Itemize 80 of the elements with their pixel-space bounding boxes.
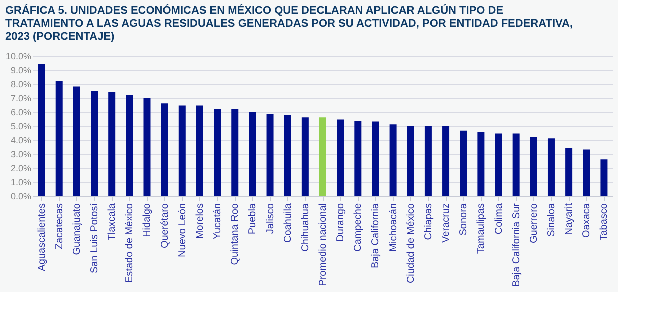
- bar: [108, 92, 116, 196]
- x-tick-label: Tlaxcala: [107, 203, 118, 241]
- bar: [320, 118, 326, 196]
- bar: [442, 126, 450, 196]
- y-tick-label: 3.0%: [10, 150, 32, 160]
- bar: [354, 121, 362, 196]
- bar: [407, 126, 414, 196]
- x-tick-label: Chihuahua: [300, 203, 312, 252]
- bar: [56, 81, 63, 196]
- bar: [214, 109, 222, 196]
- text: TRATAMIENTO A LAS AGUAS RESIDUALES GENERADAS POR SU ACTIVIDAD, POR ENTIDAD FEDERATIVA,: [5, 18, 574, 30]
- x-tick-label: Guerrero: [528, 203, 540, 244]
- y-tick-label: 10.0%: [6, 52, 32, 62]
- bar: [196, 106, 204, 196]
- y-tick-label: 1.0%: [10, 178, 32, 188]
- x-tick-label: Nayarit: [564, 203, 576, 236]
- bar: [512, 134, 520, 196]
- bar: [91, 91, 98, 196]
- x-tick-label: Querétaro: [160, 203, 171, 249]
- y-tick-label: 6.0%: [10, 108, 32, 118]
- bar: [126, 95, 134, 196]
- bar: [337, 120, 344, 196]
- bar: [583, 150, 590, 196]
- bar: [460, 130, 468, 196]
- x-tick-label: Morelos: [194, 204, 206, 240]
- text: GRÁFICA 5. UNIDADES ECONÓMICAS EN MÉXICO QUE DECLARAN APLICAR ALGÚN TIPO DE: [5, 5, 504, 17]
- x-tick-label: Chiapas: [423, 204, 434, 240]
- bar: [161, 104, 168, 196]
- bar: [178, 106, 186, 196]
- x-tick-label: Baja California Sur: [511, 202, 522, 287]
- x-tick-label: Aguascalientes: [36, 204, 48, 272]
- x-tick-label: Michoacán: [388, 204, 400, 252]
- bar: [38, 64, 46, 196]
- x-tick-label: Durango: [336, 203, 347, 242]
- x-tick-label: Jalisco: [265, 203, 276, 234]
- x-tick-label: Oaxaca: [582, 203, 593, 238]
- y-tick-label: 2.0%: [10, 164, 32, 174]
- bar: [372, 122, 380, 196]
- bar: [390, 124, 397, 196]
- x-tick-label: Colima: [494, 203, 505, 235]
- bar: [548, 138, 555, 196]
- x-tick-label: Veracruz: [441, 204, 452, 243]
- x-tick-label: Baja California: [370, 203, 382, 269]
- y-tick-label: 5.0%: [10, 122, 32, 132]
- x-tick-label: Nuevo León: [177, 204, 188, 258]
- y-tick-label: 8.0%: [10, 80, 32, 90]
- bar: [73, 86, 80, 196]
- y-tick-label: 7.0%: [10, 94, 32, 104]
- x-tick-label: Tamaulipas: [476, 204, 488, 254]
- x-tick-label: Coahuila: [282, 203, 294, 243]
- bar: [495, 134, 502, 196]
- x-tick-label: Ciudad de México: [406, 203, 417, 284]
- bar: [284, 116, 292, 196]
- bar: [302, 118, 309, 196]
- x-tick-label: Tabasco: [599, 203, 610, 241]
- bar: [232, 109, 239, 196]
- x-tick-label: Quintana Roo: [230, 203, 242, 266]
- x-tick-label: Sinaloa: [546, 203, 558, 237]
- x-tick-label: Guanajuato: [72, 203, 83, 256]
- y-tick-label: 0.0%: [10, 192, 32, 202]
- x-tick-label: Zacatecas: [54, 204, 66, 250]
- y-tick-label: 9.0%: [10, 66, 32, 76]
- x-tick-label: Sonora: [458, 203, 470, 236]
- x-tick-label: Promedio nacional: [318, 204, 329, 286]
- bar: [266, 114, 274, 196]
- x-tick-label: Hidalgo: [142, 203, 154, 238]
- x-tick-label: San Luis Potosí: [90, 203, 101, 274]
- x-tick-label: Campeche: [353, 203, 364, 252]
- bar: [600, 160, 608, 196]
- text: 2023 (PORCENTAJE): [5, 31, 115, 43]
- x-tick-label: Yucatán: [212, 204, 224, 240]
- bar: [530, 137, 538, 196]
- bar: [144, 98, 151, 196]
- x-tick-label: Puebla: [248, 203, 259, 235]
- bar: [478, 132, 485, 196]
- bar: [424, 126, 432, 196]
- x-tick-label: Estado de México: [124, 203, 136, 283]
- y-tick-label: 4.0%: [10, 136, 32, 146]
- bar: [566, 148, 573, 196]
- bar: [249, 112, 256, 196]
